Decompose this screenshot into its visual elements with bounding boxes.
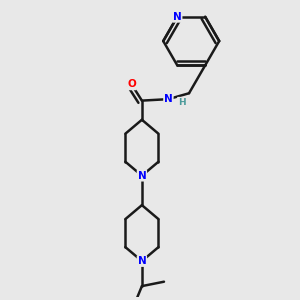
Text: H: H: [178, 98, 185, 106]
Text: N: N: [173, 12, 182, 22]
Text: N: N: [164, 94, 173, 104]
Text: N: N: [137, 256, 146, 266]
Text: O: O: [127, 80, 136, 89]
Text: N: N: [137, 171, 146, 181]
